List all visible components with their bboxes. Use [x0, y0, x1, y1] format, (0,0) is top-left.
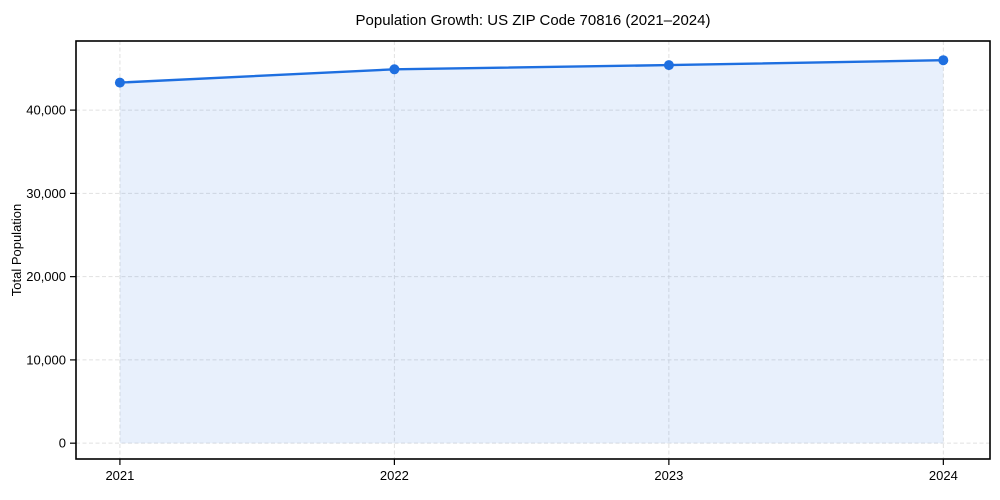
data-point-2022: [389, 64, 400, 75]
plot-border: [75, 40, 991, 460]
data-point-2024: [938, 55, 949, 66]
y-tick-label-4: 40,000: [26, 103, 66, 118]
x-tick-label-2021: 2021: [105, 468, 134, 483]
y-tick-label-1: 10,000: [26, 352, 66, 367]
y-tick-label-0: 0: [59, 436, 66, 451]
x-tick-label-2022: 2022: [380, 468, 409, 483]
x-tick-label-2024: 2024: [929, 468, 958, 483]
data-point-2021: [114, 77, 125, 88]
chart-title: Population Growth: US ZIP Code 70816 (20…: [356, 12, 711, 29]
y-tick-label-2: 20,000: [26, 269, 66, 284]
y-tick-label-3: 30,000: [26, 186, 66, 201]
data-point-2023: [663, 60, 674, 71]
area-fill: [119, 60, 944, 444]
y-axis-label: Total Population: [9, 204, 24, 297]
x-tick-label-2023: 2023: [654, 468, 683, 483]
population-line: [118, 59, 945, 84]
